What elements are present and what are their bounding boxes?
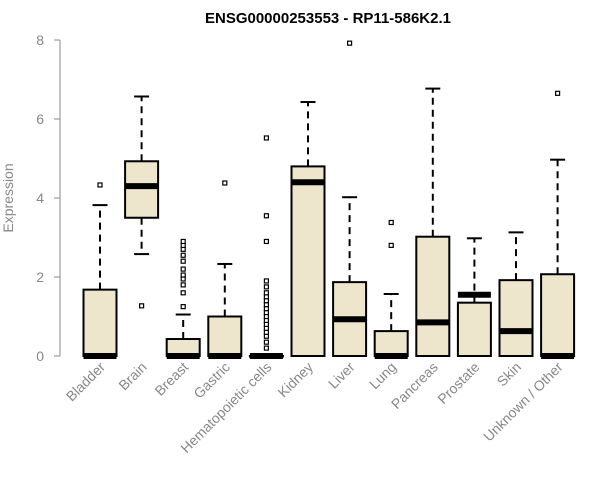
x-tick-label: Lung <box>366 359 399 392</box>
boxes-group <box>82 40 576 359</box>
x-tick-label: Breast <box>151 359 191 399</box>
box-body <box>415 235 451 358</box>
outlier-point <box>180 266 186 272</box>
y-axis: 0 2 4 6 8 <box>36 32 61 364</box>
box-body <box>540 273 576 357</box>
box-gastric <box>207 180 243 359</box>
x-tick-label: Liver <box>325 359 358 392</box>
box-body <box>290 165 326 357</box>
outlier-point <box>263 290 269 296</box>
outlier-point <box>263 345 269 351</box>
y-tick-label: 2 <box>36 269 44 285</box>
outlier-point <box>180 258 186 264</box>
outlier-point <box>180 282 186 288</box>
box-kidney <box>290 101 326 357</box>
box-lung <box>373 219 409 359</box>
box-brain <box>124 95 160 309</box>
box-unknown-other <box>540 90 576 359</box>
x-tick-label: Unknown / Other <box>480 359 566 445</box>
outlier-point <box>97 182 103 188</box>
box-skin <box>498 231 534 357</box>
outlier-point <box>180 252 186 258</box>
outlier-point <box>180 304 186 310</box>
box-liver <box>332 40 368 358</box>
box-bladder <box>82 182 118 359</box>
y-tick-label: 4 <box>36 190 44 206</box>
outlier-point <box>263 284 269 290</box>
x-tick-label: Kidney <box>275 359 317 401</box>
y-tick-label: 0 <box>36 348 44 364</box>
box-body <box>207 315 243 357</box>
outlier-point <box>263 339 269 345</box>
x-tick-label: Brain <box>115 359 149 393</box>
box-hematopoietic-cells <box>248 135 284 359</box>
x-tick-label: Skin <box>494 359 525 390</box>
y-axis-label: Expression <box>0 163 16 232</box>
box-body <box>498 279 534 357</box>
outlier-point <box>139 303 145 309</box>
outlier-point <box>180 290 186 296</box>
x-tick-label: Bladder <box>63 359 109 405</box>
chart-title: ENSG00000253553 - RP11-586K2.1 <box>205 10 451 27</box>
box-body <box>373 330 409 357</box>
x-tick-label: Prostate <box>434 359 482 407</box>
outlier-point <box>388 219 394 226</box>
y-tick-label: 6 <box>36 111 44 127</box>
box-pancreas <box>415 87 451 358</box>
outlier-point <box>388 242 394 248</box>
y-tick-label: 8 <box>36 32 44 48</box>
outlier-point <box>263 238 269 245</box>
outlier-point <box>180 238 186 245</box>
outlier-point <box>263 213 269 219</box>
box-body <box>82 288 118 358</box>
outlier-point <box>263 135 269 141</box>
outlier-point <box>263 278 269 284</box>
outlier-point <box>222 180 228 186</box>
box-body <box>124 160 160 219</box>
outlier-point <box>180 272 186 278</box>
outlier-point <box>554 90 561 96</box>
outlier-point <box>347 40 353 46</box>
box-body <box>456 301 492 357</box>
box-breast <box>165 238 201 359</box>
box-prostate <box>456 237 492 357</box>
